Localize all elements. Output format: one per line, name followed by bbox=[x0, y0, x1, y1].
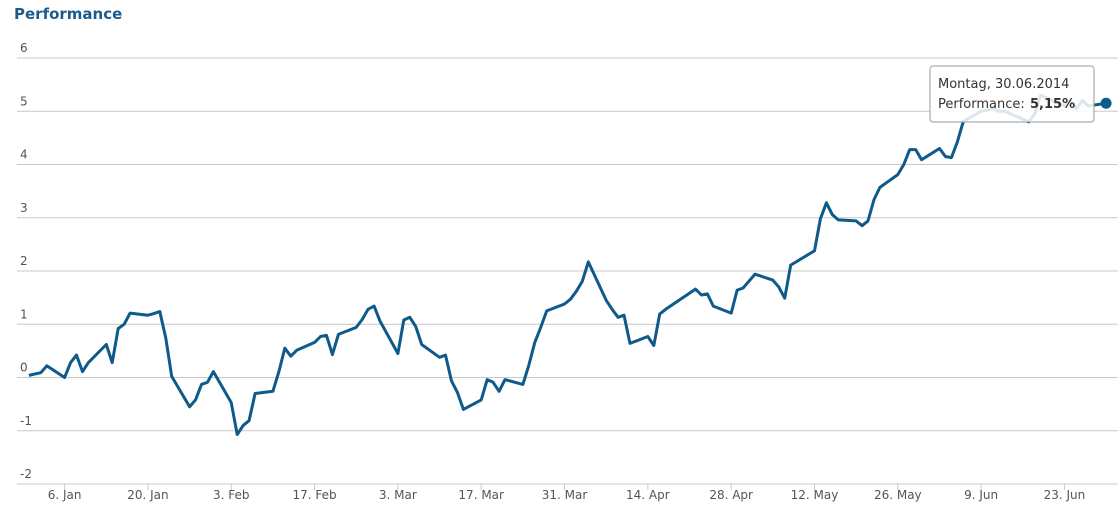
x-tick-label: 14. Apr bbox=[626, 488, 670, 502]
tooltip-title: Montag, 30.06.2014 bbox=[938, 77, 1069, 92]
tooltip-value: 5,15% bbox=[1030, 97, 1075, 112]
tooltip-box bbox=[929, 65, 1095, 123]
x-tick-label: 23. Jun bbox=[1044, 488, 1086, 502]
y-tick-label: 1 bbox=[20, 307, 28, 321]
x-tick-label: 20. Jan bbox=[127, 488, 168, 502]
y-tick-label: 0 bbox=[20, 361, 28, 375]
y-tick-label: 5 bbox=[20, 94, 28, 108]
y-tick-label: 3 bbox=[20, 201, 28, 215]
tooltip-label: Performance: bbox=[938, 97, 1025, 112]
x-tick-label: 26. May bbox=[874, 488, 922, 502]
x-tick-label: 3. Mar bbox=[379, 488, 417, 502]
line bbox=[28, 93, 1107, 436]
y-tick-label: 4 bbox=[20, 148, 28, 162]
plot-area bbox=[28, 93, 1112, 436]
x-tick-label: 17. Mar bbox=[458, 488, 504, 502]
chart-title: Performance bbox=[14, 5, 122, 23]
hover-point bbox=[1100, 97, 1112, 109]
y-tick-label: 2 bbox=[20, 254, 28, 268]
tooltip: Montag, 30.06.2014 Performance: 5,15% bbox=[929, 65, 1095, 123]
x-tick-label: 9. Jun bbox=[964, 488, 998, 502]
x-tick-label: 3. Feb bbox=[213, 488, 250, 502]
x-tick-label: 12. May bbox=[791, 488, 839, 502]
x-tick-label: 17. Feb bbox=[292, 488, 336, 502]
y-tick-label: 6 bbox=[20, 41, 28, 55]
x-tick-label: 28. Apr bbox=[709, 488, 753, 502]
x-tick-label: 6. Jan bbox=[48, 488, 82, 502]
x-tick-label: 31. Mar bbox=[542, 488, 588, 502]
y-tick-label: -2 bbox=[20, 467, 32, 481]
y-tick-label: -1 bbox=[20, 414, 32, 428]
